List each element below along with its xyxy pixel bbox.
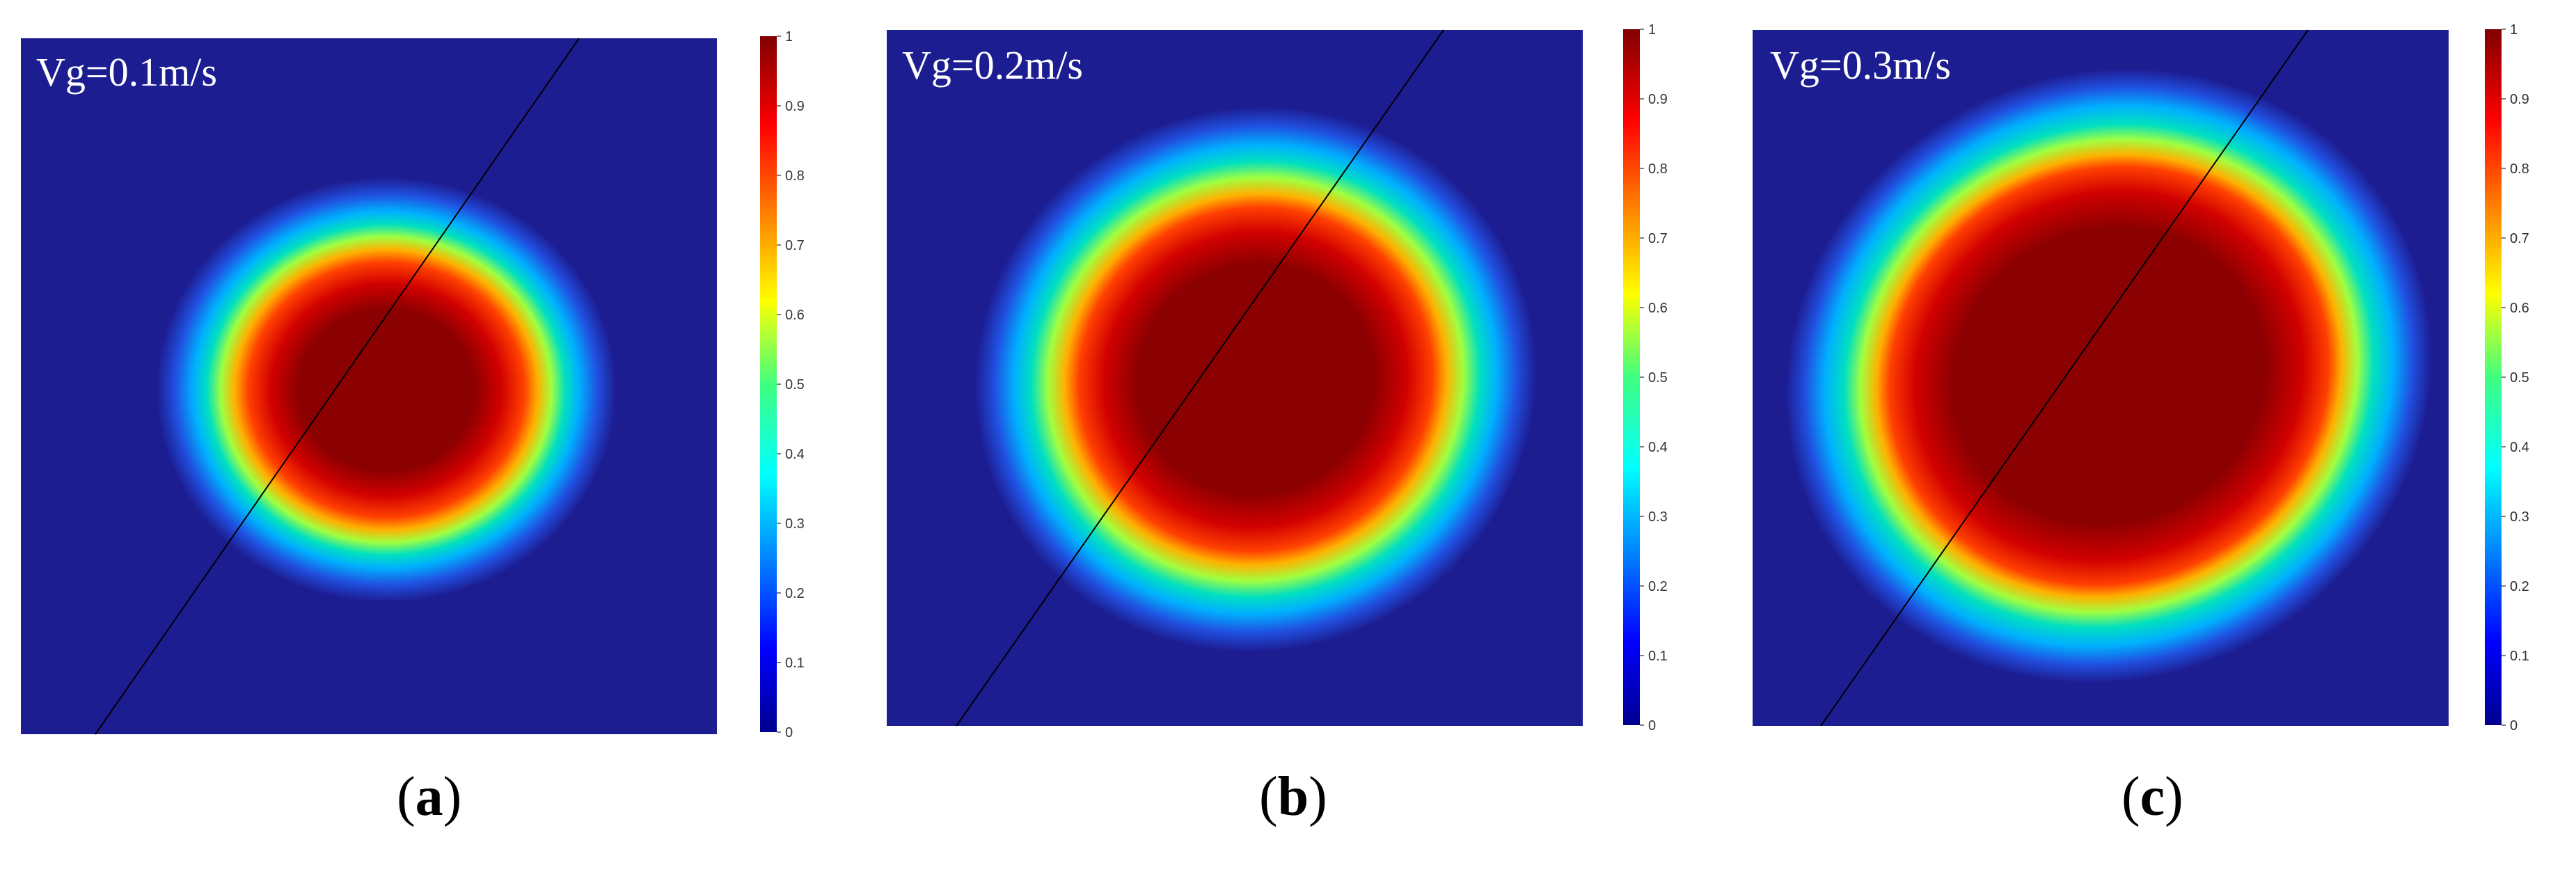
- colorbar-tick-label: 0.1: [2510, 649, 2529, 664]
- diagonal-line-a: [95, 38, 580, 735]
- colorbar-tick-label: 0.8: [1648, 161, 1668, 177]
- colorbar-tick-label: 0.4: [1648, 440, 1668, 455]
- heatmap-c: 0 0.1 0.2 0.3 0.4 0.5 0.6 0.7 0.8 0.9 1: [1753, 22, 2529, 734]
- colorbar-tick-label: 0: [785, 725, 793, 740]
- colorbar-tick-label: 0.3: [1648, 509, 1668, 525]
- colorbar-tick-label: 0.7: [2510, 231, 2529, 246]
- colorbar-a: [760, 36, 777, 732]
- colorbar-tick-label: 0.9: [1648, 92, 1668, 107]
- colorbar-tick-label: 0.1: [785, 656, 805, 671]
- velocity-label-a: Vg=0.1m/s: [36, 49, 217, 95]
- diagonal-line-b: [956, 29, 1444, 727]
- colorbar-c: [2485, 29, 2502, 725]
- colorbar-b: [1623, 29, 1640, 725]
- colorbar-tick-label: 0.9: [2510, 92, 2529, 107]
- panel-c: 0 0.1 0.2 0.3 0.4 0.5 0.6 0.7 0.8 0.9 1 Vg=0.3m/s …: [1718, 0, 2576, 872]
- concentration-blob-c: [1786, 68, 2432, 683]
- colorbar-tick-label: 0: [1648, 718, 1656, 734]
- panel-caption-a: (a): [397, 766, 462, 827]
- concentration-blob-b: [974, 106, 1537, 652]
- colorbar-tick-label: 0.2: [1648, 579, 1668, 594]
- colorbar-tick-label: 0.8: [2510, 161, 2529, 177]
- panel-a: 0 0.1 0.2 0.3 0.4 0.5 0.6 0.7 0.8 0.9 1 Vg=0.1m/s …: [0, 0, 859, 872]
- colorbar-tick-label: 0.5: [2510, 370, 2529, 386]
- velocity-label-b: Vg=0.2m/s: [902, 42, 1083, 88]
- colorbar-tick-label: 0.7: [1648, 231, 1668, 246]
- panel-b: 0 0.1 0.2 0.3 0.4 0.5 0.6 0.7 0.8 0.9 1 Vg=0.2m/s …: [859, 0, 1718, 872]
- diagonal-line-c: [1820, 29, 2309, 727]
- panel-caption-b: (b): [1259, 766, 1327, 827]
- colorbar-tick-label: 0.2: [785, 586, 805, 601]
- heatmap-b: 0 0.1 0.2 0.3 0.4 0.5 0.6 0.7 0.8 0.9 1: [887, 22, 1668, 734]
- heatmap-a: 0 0.1 0.2 0.3 0.4 0.5 0.6 0.7 0.8 0.9 1: [21, 29, 805, 740]
- colorbar-tick-label: 0.5: [785, 377, 805, 393]
- colorbar-tick-label: 0.3: [2510, 509, 2529, 525]
- colorbar-tick-label: 1: [785, 29, 793, 45]
- colorbar-tick-label: 1: [1648, 22, 1656, 38]
- velocity-label-c: Vg=0.3m/s: [1770, 42, 1951, 88]
- colorbar-tick-label: 0.2: [2510, 579, 2529, 594]
- colorbar-tick-label: 0.7: [785, 238, 805, 253]
- concentration-blob-a: [157, 177, 616, 602]
- colorbar-tick-label: 0.8: [785, 168, 805, 184]
- panel-caption-c: (c): [2121, 766, 2183, 827]
- colorbar-tick-label: 0.4: [2510, 440, 2529, 455]
- colorbar-tick-label: 0.5: [1648, 370, 1668, 386]
- colorbar-tick-label: 0.6: [785, 308, 805, 323]
- colorbar-tick-label: 1: [2510, 22, 2518, 38]
- colorbar-tick-label: 0.1: [1648, 649, 1668, 664]
- colorbar-tick-label: 0.6: [2510, 301, 2529, 316]
- colorbar-tick-label: 0.4: [785, 447, 805, 462]
- colorbar-tick-label: 0.9: [785, 99, 805, 114]
- colorbar-tick-label: 0: [2510, 718, 2518, 734]
- colorbar-tick-label: 0.3: [785, 516, 805, 532]
- colorbar-tick-label: 0.6: [1648, 301, 1668, 316]
